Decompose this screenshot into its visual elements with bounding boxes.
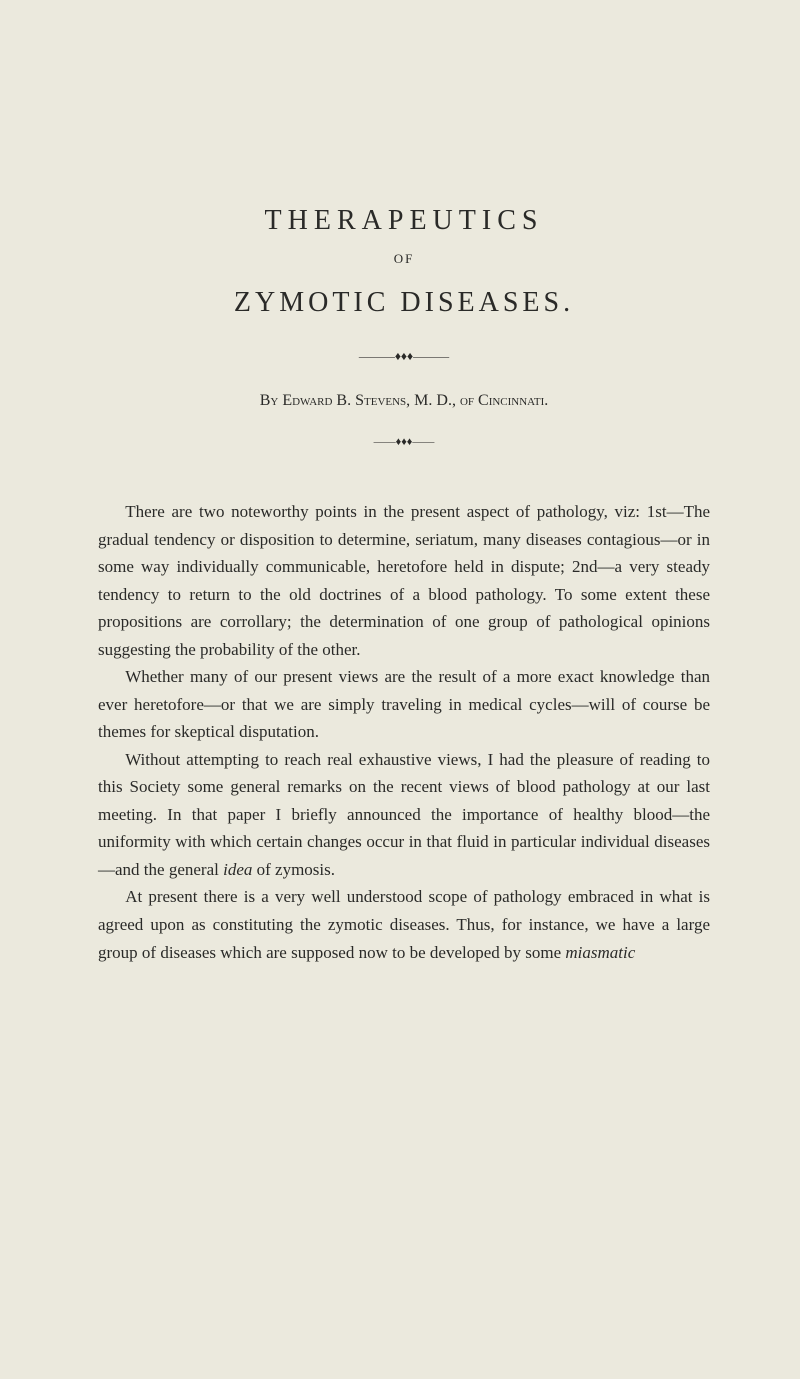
ornament-divider-small: ——♦♦♦——	[98, 436, 710, 448]
byline-author: Edward B. Stevens,	[282, 392, 410, 409]
paragraph: Without attempting to reach real exhaust…	[98, 746, 710, 884]
para-text: of zymosis.	[252, 860, 335, 879]
para-text: Without attempting to reach real exhaust…	[98, 750, 710, 879]
paragraph: At present there is a very well understo…	[98, 883, 710, 966]
title-of: OF	[98, 251, 710, 267]
byline-prefix: By	[260, 392, 283, 409]
ornament-divider: ———♦♦♦———	[98, 349, 710, 364]
paragraph: Whether many of our present views are th…	[98, 663, 710, 746]
byline-suffix: M. D., of	[410, 392, 478, 409]
italic-word: miasmatic	[565, 943, 635, 962]
title-main: THERAPEUTICS	[98, 205, 710, 237]
italic-word: idea	[223, 860, 252, 879]
body-text: There are two noteworthy points in the p…	[98, 498, 710, 966]
byline: By Edward B. Stevens, M. D., of Cincinna…	[98, 392, 710, 410]
document-page: THERAPEUTICS OF ZYMOTIC DISEASES. ———♦♦♦…	[0, 0, 800, 1026]
byline-place: Cincinnati.	[478, 392, 548, 409]
paragraph: There are two noteworthy points in the p…	[98, 498, 710, 663]
title-subject: ZYMOTIC DISEASES.	[98, 287, 710, 319]
